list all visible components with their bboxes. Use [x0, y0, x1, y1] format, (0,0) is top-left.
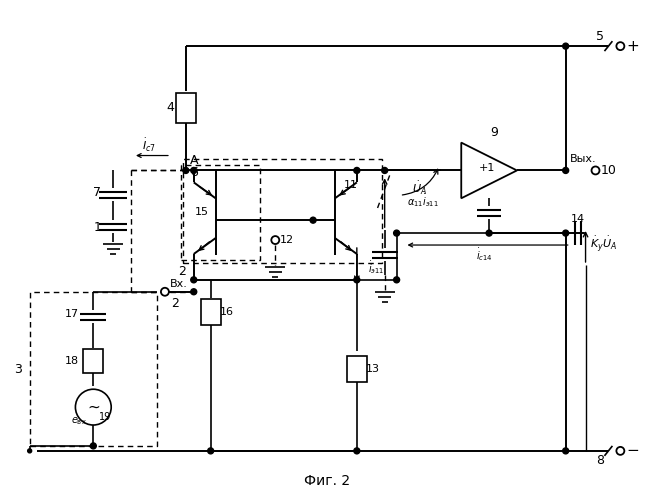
Text: 12: 12 — [280, 235, 294, 245]
Circle shape — [616, 42, 624, 50]
Circle shape — [28, 449, 31, 453]
Circle shape — [90, 443, 96, 449]
Text: 9: 9 — [490, 126, 498, 139]
Circle shape — [354, 277, 360, 283]
Text: 5: 5 — [597, 30, 605, 43]
Text: $\dot{U}_A$: $\dot{U}_A$ — [412, 180, 427, 197]
Circle shape — [208, 448, 214, 454]
Text: 14: 14 — [571, 214, 585, 224]
Text: $\alpha_{11}\dot{i}_{э11}$: $\alpha_{11}\dot{i}_{э11}$ — [407, 192, 438, 208]
Circle shape — [354, 448, 360, 454]
Text: $e_{\text{вх}}$: $e_{\text{вх}}$ — [71, 415, 87, 427]
Text: A: A — [189, 154, 198, 167]
Circle shape — [616, 447, 624, 455]
Circle shape — [310, 217, 316, 223]
Text: +1: +1 — [479, 164, 495, 173]
Text: ~: ~ — [87, 400, 100, 414]
Text: $\dot{i}_{c14}$: $\dot{i}_{c14}$ — [476, 246, 493, 264]
Text: 17: 17 — [64, 308, 79, 318]
Text: Фиг. 2: Фиг. 2 — [304, 474, 350, 488]
Bar — [176, 93, 196, 122]
Circle shape — [75, 389, 111, 425]
Text: 10: 10 — [601, 164, 616, 177]
Bar — [347, 356, 367, 382]
Text: $\dot{K}_y\dot{U}_A$: $\dot{K}_y\dot{U}_A$ — [590, 234, 617, 254]
Circle shape — [191, 168, 196, 173]
Text: 1: 1 — [94, 220, 102, 234]
Text: 16: 16 — [219, 306, 234, 316]
Circle shape — [354, 168, 360, 173]
Text: 13: 13 — [365, 364, 380, 374]
Bar — [200, 298, 221, 324]
Text: $\dot{I}_{c7}$: $\dot{I}_{c7}$ — [142, 137, 156, 154]
Circle shape — [161, 288, 169, 296]
Text: Вых.: Вых. — [571, 154, 597, 164]
Circle shape — [394, 277, 400, 283]
Circle shape — [591, 166, 599, 174]
Text: 2: 2 — [178, 266, 186, 278]
Circle shape — [394, 230, 400, 236]
Circle shape — [563, 230, 569, 236]
Text: 4: 4 — [166, 102, 174, 114]
Text: 3: 3 — [14, 363, 22, 376]
Circle shape — [271, 236, 279, 244]
Text: 15: 15 — [195, 207, 209, 217]
Text: 6: 6 — [190, 166, 198, 179]
Text: $\dot{i}_{э11}$: $\dot{i}_{э11}$ — [369, 260, 385, 276]
Text: 11: 11 — [344, 180, 358, 190]
Text: 18: 18 — [64, 356, 79, 366]
Text: −: − — [626, 444, 639, 458]
Bar — [83, 350, 103, 374]
Circle shape — [191, 289, 196, 294]
Circle shape — [563, 43, 569, 49]
Text: 8: 8 — [597, 454, 605, 468]
Circle shape — [382, 168, 388, 173]
Text: 19: 19 — [99, 412, 111, 422]
Circle shape — [563, 168, 569, 173]
Text: 2: 2 — [171, 297, 179, 310]
Circle shape — [191, 277, 196, 283]
Circle shape — [486, 230, 492, 236]
Circle shape — [183, 168, 189, 173]
Circle shape — [563, 448, 569, 454]
Text: Вх.: Вх. — [170, 279, 188, 289]
Text: 7: 7 — [93, 186, 102, 199]
Text: +: + — [626, 38, 639, 54]
